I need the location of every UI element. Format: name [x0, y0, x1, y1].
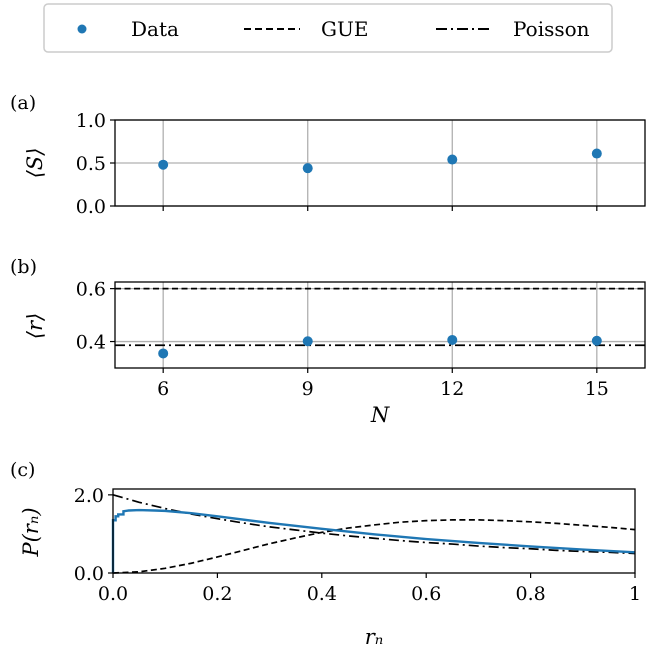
legend-data-marker: [77, 24, 87, 34]
panel-c-xtick-label-1: 0.2: [202, 583, 232, 605]
panel-c-xtick-label-2: 0.4: [307, 583, 337, 605]
panel-b-data-point-3: [591, 335, 602, 346]
panel-b-xtick-label-0: 6: [157, 378, 169, 400]
panel-c-xtick-label-0: 0.0: [98, 583, 128, 605]
panel-a-label: (a): [10, 92, 36, 114]
panel-c-data-curve: [111, 508, 636, 573]
panel-b-ylabel: ⟨r⟩: [23, 313, 47, 339]
panel-c-xtick-label-3: 0.6: [411, 583, 441, 605]
panel-a-ytick-label-1: 0.5: [76, 153, 106, 175]
legend: Data GUE Poisson: [43, 3, 613, 53]
panel-c: (c) P(rₙ) 0.0 0.2 0.4 0.6 0.8 1 0.0 2.0 rₙ: [10, 459, 641, 649]
panel-b-ytick-label-1: 0.6: [76, 279, 106, 301]
panel-c-poisson-curve: [112, 494, 636, 555]
panel-c-frame: [112, 488, 636, 574]
panel-a-ytick-label-0: 0.0: [76, 196, 106, 218]
panel-b-xlabel: N: [370, 403, 390, 427]
legend-gue-label: GUE: [321, 17, 368, 41]
panel-c-ylabel: P(rₙ): [19, 507, 43, 557]
panel-b-data-point-0: [158, 348, 169, 359]
panel-a-data-point-0: [158, 159, 169, 170]
panel-b-label: (b): [10, 256, 37, 278]
panel-b-xtick-label-2: 12: [440, 378, 464, 400]
panel-b-data-point-2: [447, 334, 458, 345]
panel-a-ylabel: ⟨S⟩: [23, 148, 47, 179]
panel-b-xtick-label-3: 15: [585, 378, 609, 400]
panel-a-ytick-label-2: 1.0: [76, 110, 106, 132]
panel-c-xtick-label-4: 0.8: [515, 583, 545, 605]
panel-c-label: (c): [10, 459, 35, 481]
panel-a-data-point-1: [302, 163, 313, 174]
panel-b-frame: [114, 281, 646, 369]
panel-c-ytick-label-1: 2.0: [74, 485, 104, 507]
panel-a-data-point-2: [447, 154, 458, 165]
panel-c-ytick-label-0: 0.0: [74, 563, 104, 585]
panel-a: (a) ⟨S⟩ 0.0 0.5 1.0: [10, 92, 646, 218]
panel-a-data-point-3: [591, 148, 602, 159]
legend-frame: [43, 3, 613, 53]
panel-c-xlabel: rₙ: [365, 625, 384, 649]
panel-b-ytick-label-0: 0.4: [76, 332, 106, 354]
panel-b-xtick-label-1: 9: [302, 378, 314, 400]
panel-b: (b) ⟨r⟩ 6 9 12 15 0.4 0.6 N: [10, 256, 646, 427]
panel-b-data-point-1: [302, 336, 313, 347]
panel-c-xtick-label-5: 1: [629, 583, 641, 605]
legend-poisson-label: Poisson: [513, 17, 590, 41]
legend-data-label: Data: [131, 17, 179, 41]
panel-c-gue-curve: [112, 519, 636, 574]
